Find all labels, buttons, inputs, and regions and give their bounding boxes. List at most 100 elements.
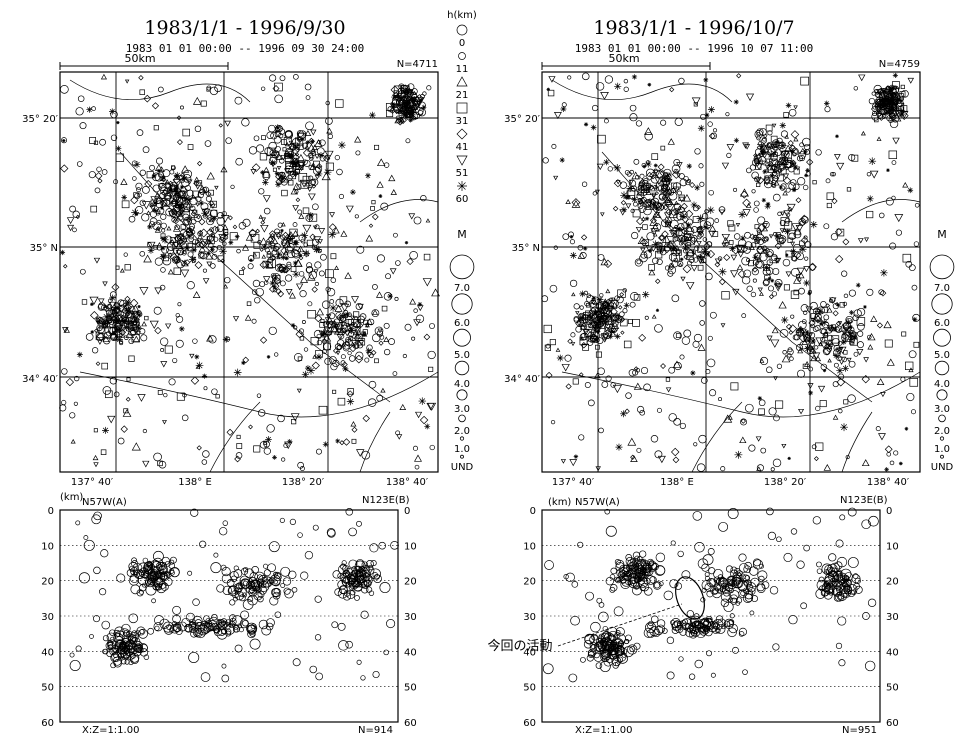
magnitude-legend-label: 4.0 <box>934 379 950 390</box>
event-marker <box>361 331 366 336</box>
event-marker <box>781 443 787 449</box>
event-marker <box>280 228 284 233</box>
event-marker <box>198 218 206 226</box>
event-marker <box>296 245 305 253</box>
hypocenter-marker <box>221 628 227 635</box>
event-marker <box>783 221 793 230</box>
depth-tick-right: 10 <box>404 541 417 552</box>
event-marker <box>355 351 364 360</box>
event-marker <box>815 405 821 412</box>
depth-tick-right: 50 <box>404 683 417 694</box>
event-marker <box>651 240 660 249</box>
event-marker <box>458 52 466 60</box>
event-marker <box>294 353 303 362</box>
hypocenter-marker <box>143 564 151 573</box>
event-marker <box>193 180 200 187</box>
hypocenter-marker <box>190 508 199 517</box>
hypocenter-marker <box>181 617 191 628</box>
hypocenter-marker <box>645 575 656 585</box>
event-marker <box>128 215 136 223</box>
event-marker <box>364 357 370 363</box>
event-marker <box>826 192 835 201</box>
event-marker <box>254 297 261 304</box>
event-marker <box>779 185 786 191</box>
hypocenter-marker <box>194 621 203 630</box>
event-marker <box>687 179 692 184</box>
event-marker <box>292 270 300 278</box>
hypocenter-marker <box>221 663 227 669</box>
event-marker <box>765 143 771 149</box>
event-marker <box>215 394 220 399</box>
hypocenter-marker <box>836 590 848 601</box>
event-marker <box>59 249 66 256</box>
magnitude-legend-circle <box>453 328 471 347</box>
event-marker <box>290 187 299 195</box>
event-marker <box>549 339 556 346</box>
event-marker <box>793 168 800 175</box>
event-marker <box>261 135 266 141</box>
event-marker <box>601 300 609 308</box>
hypocenter-marker <box>694 659 704 669</box>
event-marker <box>85 333 94 341</box>
event-marker <box>274 129 279 134</box>
hypocenter-marker <box>729 569 739 578</box>
event-marker <box>269 233 276 239</box>
hypocenter-marker <box>842 578 852 588</box>
event-marker <box>730 254 738 261</box>
event-marker <box>340 360 346 366</box>
event-marker <box>251 318 257 324</box>
event-marker <box>287 250 296 259</box>
event-marker <box>560 106 567 113</box>
event-marker <box>768 407 777 416</box>
event-marker <box>323 168 332 177</box>
event-marker <box>188 223 196 230</box>
event-marker <box>623 78 629 84</box>
event-marker <box>295 197 301 203</box>
event-marker <box>791 186 797 193</box>
event-marker <box>362 414 370 423</box>
event-marker <box>122 323 131 332</box>
event-marker <box>107 298 113 304</box>
depth-legend-label: 60 <box>456 194 469 205</box>
event-marker <box>91 347 99 354</box>
event-marker <box>858 74 866 82</box>
event-marker <box>347 388 354 395</box>
event-marker <box>200 100 207 107</box>
event-marker <box>116 336 123 343</box>
event-marker <box>292 229 300 237</box>
event-marker <box>338 141 346 149</box>
hypocenter-marker <box>217 619 223 625</box>
event-marker <box>798 151 806 159</box>
event-marker <box>804 241 812 248</box>
event-marker <box>656 258 663 265</box>
event-marker <box>597 316 604 322</box>
event-marker <box>202 214 208 219</box>
event-marker <box>592 191 597 196</box>
event-marker <box>280 254 287 261</box>
hypocenter-marker <box>272 591 281 600</box>
hypocenter-marker <box>847 584 858 595</box>
hypocenter-marker <box>544 560 554 570</box>
event-marker <box>581 72 590 81</box>
event-marker <box>800 76 810 86</box>
event-marker <box>181 196 188 203</box>
event-marker <box>200 202 209 211</box>
event-marker <box>804 173 809 178</box>
event-marker <box>901 89 909 98</box>
event-marker <box>214 84 222 93</box>
event-marker <box>649 217 659 226</box>
event-marker <box>332 226 340 234</box>
event-marker <box>354 135 362 143</box>
event-marker <box>275 288 282 295</box>
event-marker <box>388 338 396 345</box>
event-marker <box>779 122 787 129</box>
event-marker <box>739 436 747 444</box>
hypocenter-marker <box>621 652 627 658</box>
event-marker <box>876 378 885 386</box>
event-marker <box>571 292 576 297</box>
depth-tick-right: 0 <box>404 506 410 517</box>
event-marker <box>866 210 874 219</box>
hypocenter-marker <box>221 674 230 683</box>
event-marker <box>818 321 824 327</box>
event-marker <box>636 259 642 265</box>
